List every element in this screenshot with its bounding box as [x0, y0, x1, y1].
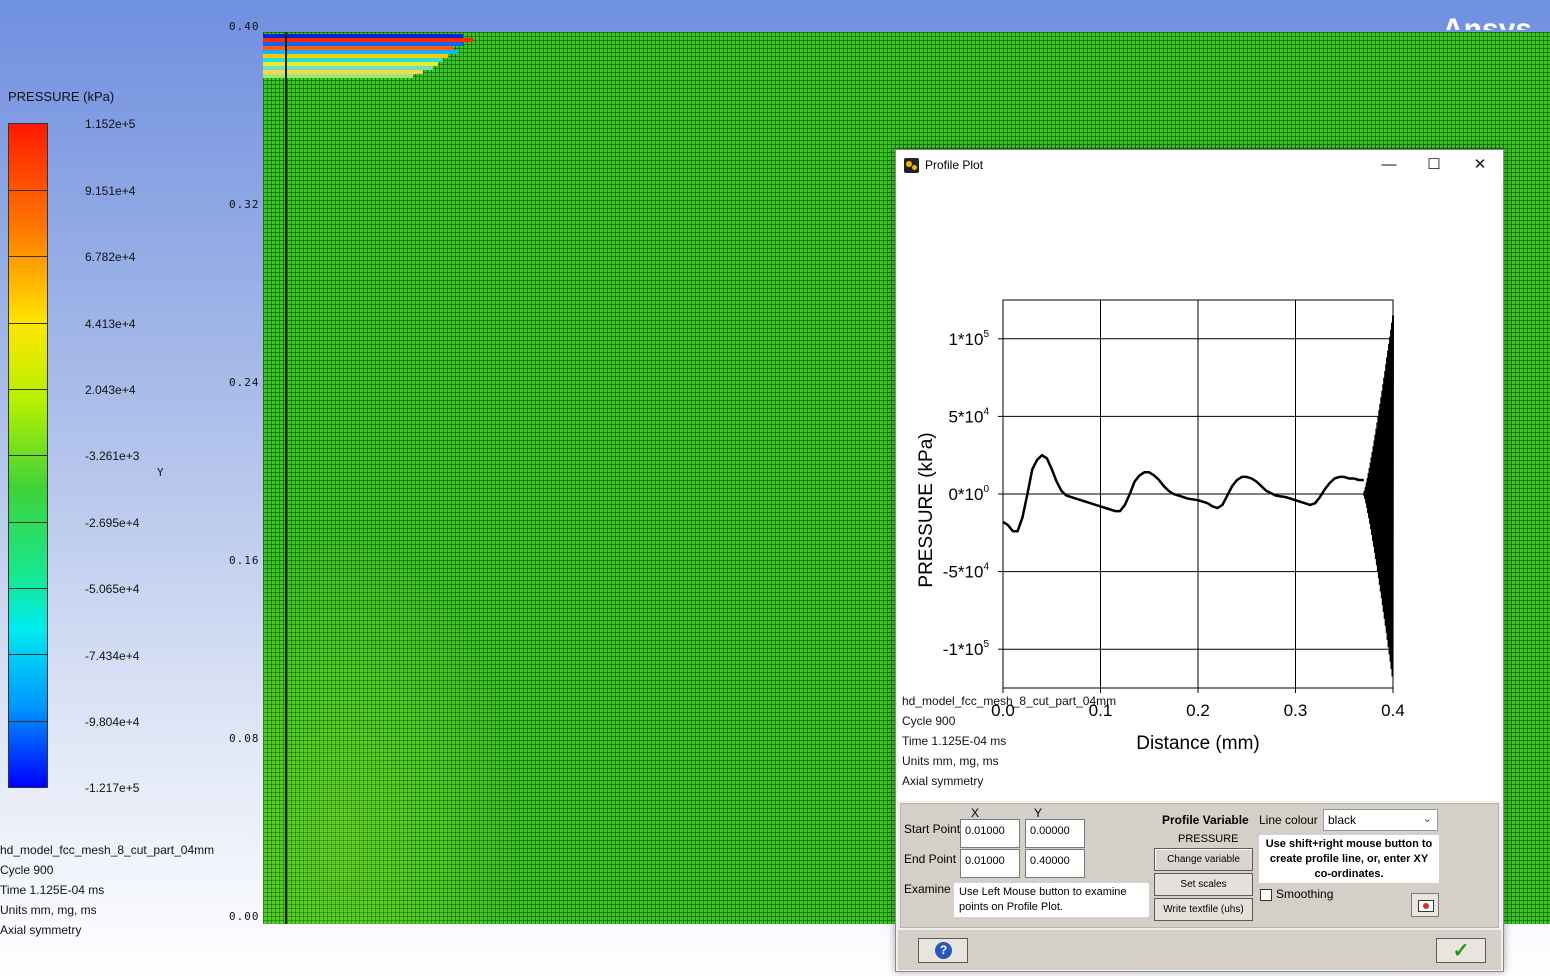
pressure-band — [263, 42, 463, 46]
end-y-field[interactable]: 0.40000 — [1025, 849, 1085, 878]
maximize-button[interactable]: ☐ — [1427, 156, 1441, 173]
viewport-y-tick: 0.08 — [229, 732, 260, 745]
legend-label: -5.065e+4 — [85, 582, 140, 596]
legend-label: 2.043e+4 — [85, 383, 136, 397]
y-column-header: Y — [1034, 806, 1043, 820]
end-point-label: End Point — [904, 852, 957, 866]
start-x-field[interactable]: 0.01000 — [960, 819, 1020, 848]
profile-variable-value: PRESSURE — [1178, 833, 1239, 845]
pressure-band — [263, 70, 423, 74]
viewport-y-axis-label: Y — [157, 466, 164, 479]
plot-time: Time 1.125E-04 ms — [902, 734, 1007, 748]
profile-plot-area[interactable]: 0.0 0.1 0.2 0.3 0.4 1*105 5*104 0*100 -5*104 -1*1… — [898, 180, 1501, 801]
examine-label: Examine — [904, 882, 951, 896]
pressure-oscillation-trace — [1362, 315, 1394, 677]
smoothing-label: Smoothing — [1276, 887, 1334, 901]
image-export-icon[interactable] — [1411, 893, 1439, 917]
pressure-band — [263, 34, 463, 38]
legend-title: PRESSURE (kPa) — [8, 89, 115, 104]
pressure-band — [263, 54, 448, 58]
viewport-y-tick: 0.00 — [229, 910, 260, 923]
line-colour-label: Line colour — [1259, 813, 1318, 827]
window-footer: ? ✓ — [898, 930, 1501, 970]
start-point-label: Start Point — [904, 822, 961, 836]
profile-line-hint: Use shift+right mouse button to create p… — [1259, 835, 1439, 883]
y-tick-label: 1*105 — [948, 329, 989, 349]
model-name: hd_model_fcc_mesh_8_cut_part_04mm — [0, 843, 215, 857]
x-column-header: X — [971, 806, 980, 820]
write-textfile-button[interactable]: Write textfile (uhs) — [1154, 898, 1253, 921]
x-tick-label: 0.1 — [1089, 701, 1113, 720]
viewport-y-tick: 0.24 — [229, 376, 260, 389]
pressure-band — [263, 46, 453, 50]
x-axis-title: Distance (mm) — [1136, 733, 1260, 754]
pressure-gradient-region — [263, 524, 523, 924]
help-button[interactable]: ? — [918, 938, 968, 963]
model-info: hd_model_fcc_mesh_8_cut_part_04mm Cycle … — [0, 840, 214, 940]
ansys-logo: Ansys — [1442, 13, 1533, 30]
plot-units: Units mm, mg, ms — [902, 754, 999, 768]
x-tick-label: 0.2 — [1186, 701, 1210, 720]
y-tick-label: 0*100 — [948, 484, 989, 504]
model-units: Units mm, mg, ms — [0, 903, 97, 917]
pressure-band — [263, 62, 438, 66]
profile-controls-panel: X Y Start Point End Point Examine 0.0100… — [900, 803, 1499, 928]
smoothing-checkbox[interactable] — [1260, 889, 1272, 901]
legend-label: 6.782e+4 — [85, 250, 136, 264]
profile-variable-label: Profile Variable — [1162, 813, 1249, 827]
y-tick-label: 5*104 — [948, 406, 989, 426]
viewport-y-tick: 0.40 — [229, 20, 260, 33]
plot-symmetry: Axial symmetry — [902, 774, 984, 788]
legend-label: -3.261e+3 — [85, 449, 140, 463]
pressure-band — [263, 58, 443, 62]
y-tick-label: -5*104 — [943, 562, 990, 582]
x-tick-label: 0.3 — [1284, 701, 1308, 720]
pressure-series-line — [1002, 453, 1364, 533]
viewport-y-tick: 0.32 — [229, 198, 260, 211]
window-titlebar[interactable]: Profile Plot — ☐ ✕ — [896, 150, 1503, 180]
set-scales-button[interactable]: Set scales — [1154, 873, 1253, 896]
legend-label: -9.804e+4 — [85, 715, 140, 729]
y-tick-label: -1*105 — [943, 639, 990, 659]
start-y-field[interactable]: 0.00000 — [1025, 819, 1085, 848]
plot-cycle: Cycle 900 — [902, 714, 956, 728]
gears-app-icon — [904, 158, 919, 173]
pressure-band — [263, 66, 433, 70]
line-colour-select[interactable]: black ⌄ — [1323, 809, 1438, 831]
viewport-y-tick: 0.16 — [229, 554, 260, 567]
profile-plot-window: Profile Plot — ☐ ✕ 0.0 0.1 0.2 0.3 0.4 1*105 5… — [895, 149, 1504, 972]
profile-line — [285, 32, 287, 924]
window-title: Profile Plot — [925, 158, 984, 172]
close-button[interactable]: ✕ — [1473, 156, 1487, 173]
ok-checkmark-button[interactable]: ✓ — [1436, 938, 1486, 963]
model-cycle: Cycle 900 — [0, 863, 54, 877]
chevron-down-icon: ⌄ — [1422, 813, 1432, 825]
y-axis-title: PRESSURE (kPa) — [916, 432, 937, 587]
pressure-band — [263, 74, 413, 78]
legend-label: -7.434e+4 — [85, 649, 140, 663]
minimize-button[interactable]: — — [1381, 156, 1397, 173]
legend-label: -1.217e+5 — [85, 781, 140, 795]
legend-label: 1.152e+5 — [85, 117, 136, 131]
pressure-band — [263, 50, 458, 54]
pressure-profile-chart: 0.0 0.1 0.2 0.3 0.4 1*105 5*104 0*100 -5*104 -1*1… — [916, 299, 1405, 754]
plot-model-name: hd_model_fcc_mesh_8_cut_part_04mm — [902, 694, 1117, 708]
pressure-band — [263, 38, 473, 42]
legend-label: 4.413e+4 — [85, 317, 136, 331]
x-tick-label: 0.4 — [1381, 701, 1405, 720]
end-x-field[interactable]: 0.01000 — [960, 849, 1020, 878]
help-icon: ? — [935, 942, 952, 959]
line-colour-value: black — [1328, 813, 1357, 827]
legend-label: 9.151e+4 — [85, 184, 136, 198]
model-time: Time 1.125E-04 ms — [0, 883, 105, 897]
model-symmetry: Axial symmetry — [0, 923, 82, 937]
examine-note: Use Left Mouse button to examine points … — [954, 883, 1149, 917]
change-variable-button[interactable]: Change variable — [1154, 848, 1253, 871]
legend-label: -2.695e+4 — [85, 516, 140, 530]
pressure-colorbar — [8, 123, 48, 788]
plot-info: hd_model_fcc_mesh_8_cut_part_04mm Cycle … — [902, 691, 1116, 791]
x-tick-label: 0.0 — [991, 701, 1015, 720]
